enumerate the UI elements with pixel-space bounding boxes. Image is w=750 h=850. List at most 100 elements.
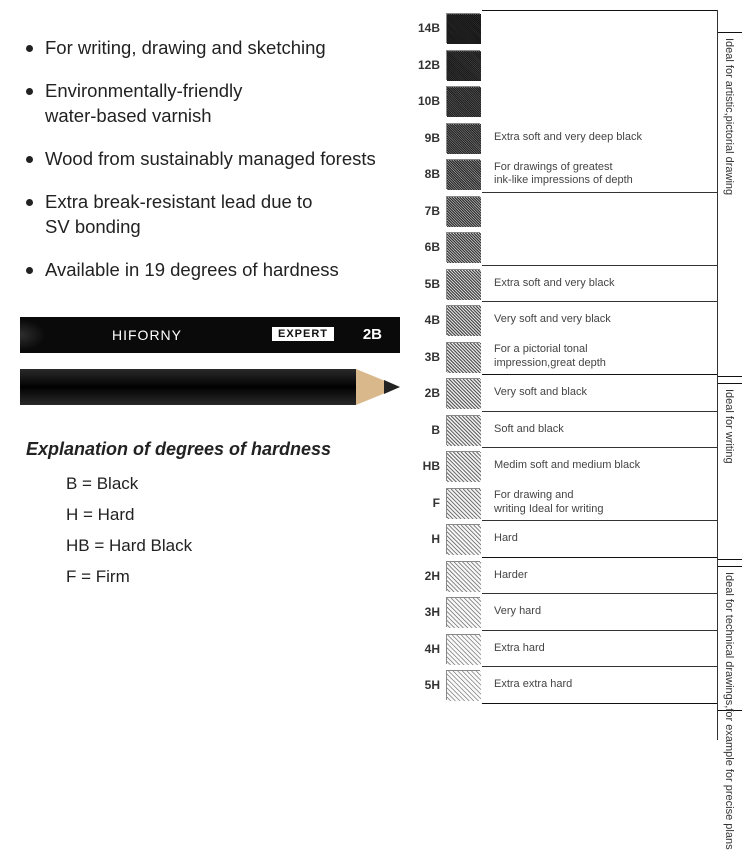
grade-description	[482, 10, 717, 47]
grade-label: 12B	[410, 47, 444, 84]
pencil-labelled: HIFORNY EXPERT 2B	[20, 317, 400, 353]
bullet-item: Environmentally-friendlywater-based varn…	[20, 79, 400, 129]
grade-label: 10B	[410, 83, 444, 120]
grade-label: H	[410, 521, 444, 558]
grade-description	[482, 229, 717, 266]
grade-labels-column: 14B12B10B9B8B7B6B5B4B3B2BBHBFH2H3H4H5H	[410, 10, 444, 740]
swatch-box	[446, 86, 480, 116]
swatch-box	[446, 123, 480, 153]
group-divider	[718, 566, 742, 567]
group-divider	[718, 559, 742, 560]
swatch-box	[446, 415, 480, 445]
grade-swatch	[444, 229, 482, 266]
pencil-lead-tip	[384, 380, 400, 394]
swatch-box	[446, 378, 480, 408]
grade-description: For a pictorial tonalimpression,great de…	[482, 339, 717, 376]
explanation-heading: Explanation of degrees of hardness	[26, 439, 400, 460]
bullet-dot-icon	[26, 156, 33, 163]
grade-swatch	[444, 83, 482, 120]
grade-description: Medim soft and medium black	[482, 448, 717, 485]
description-column: Extra soft and very deep blackFor drawin…	[482, 10, 718, 740]
grade-swatch	[444, 412, 482, 449]
grade-label: B	[410, 412, 444, 449]
bullet-dot-icon	[26, 199, 33, 206]
swatch-box	[446, 670, 480, 700]
grade-swatch	[444, 594, 482, 631]
grade-swatch	[444, 631, 482, 668]
grade-label: HB	[410, 448, 444, 485]
explanation-lines: B = Black H = Hard HB = Hard Black F = Firm	[20, 474, 400, 587]
swatch-box	[446, 597, 480, 627]
bullet-item: Available in 19 degrees of hardness	[20, 258, 400, 283]
swatch-box	[446, 524, 480, 554]
hardness-chart: 14B12B10B9B8B7B6B5B4B3B2BBHBFH2H3H4H5H E…	[410, 10, 742, 740]
explanation-line: HB = Hard Black	[66, 536, 400, 556]
explanation-line: B = Black	[66, 474, 400, 494]
grade-swatch	[444, 339, 482, 376]
group-labels-column: Ideal for artistic,pictorial drawingIdea…	[718, 10, 742, 740]
grade-swatch	[444, 375, 482, 412]
grade-description: Extra soft and very black	[482, 266, 717, 303]
grade-description: Soft and black	[482, 412, 717, 449]
bullet-dot-icon	[26, 45, 33, 52]
grade-label: 14B	[410, 10, 444, 47]
pencil-badge: EXPERT	[272, 327, 334, 341]
grade-description: Extra soft and very deep black	[482, 120, 717, 157]
bullet-dot-icon	[26, 88, 33, 95]
page: For writing, drawing and sketching Enviro…	[0, 0, 750, 750]
grade-label: 2H	[410, 558, 444, 595]
grade-label: 9B	[410, 120, 444, 157]
grade-swatch	[444, 521, 482, 558]
bullet-item: Wood from sustainably managed forests	[20, 147, 400, 172]
grade-description: Very soft and very black	[482, 302, 717, 339]
grade-swatch	[444, 485, 482, 522]
grade-swatch	[444, 558, 482, 595]
swatch-column	[444, 10, 482, 740]
swatch-box	[446, 269, 480, 299]
explanation-line: H = Hard	[66, 505, 400, 525]
swatch-box	[446, 634, 480, 664]
grade-swatch	[444, 193, 482, 230]
grade-label: 4B	[410, 302, 444, 339]
grade-label: 2B	[410, 375, 444, 412]
grade-description: For drawings of greatestink-like impress…	[482, 156, 717, 193]
swatch-box	[446, 50, 480, 80]
grade-label: 5H	[410, 667, 444, 704]
grade-description: Very hard	[482, 594, 717, 631]
grade-label: 4H	[410, 631, 444, 668]
group-divider	[718, 32, 742, 33]
swatch-box	[446, 342, 480, 372]
swatch-box	[446, 196, 480, 226]
grade-description: Hard	[482, 521, 717, 558]
grade-label: 7B	[410, 193, 444, 230]
bullet-text: For writing, drawing and sketching	[45, 36, 326, 61]
bullet-text: Available in 19 degrees of hardness	[45, 258, 339, 283]
grade-label: 6B	[410, 229, 444, 266]
grade-label: 3H	[410, 594, 444, 631]
grade-swatch	[444, 120, 482, 157]
grade-label: 5B	[410, 266, 444, 303]
explanation-line: F = Firm	[66, 567, 400, 587]
group-divider	[718, 376, 742, 377]
swatch-box	[446, 451, 480, 481]
bullet-item: For writing, drawing and sketching	[20, 36, 400, 61]
swatch-box	[446, 159, 480, 189]
right-column: 14B12B10B9B8B7B6B5B4B3B2BBHBFH2H3H4H5H E…	[410, 0, 750, 750]
grade-label: 3B	[410, 339, 444, 376]
group-divider	[718, 383, 742, 384]
grade-swatch	[444, 10, 482, 47]
swatch-box	[446, 488, 480, 518]
grade-swatch	[444, 667, 482, 704]
bullet-text: Wood from sustainably managed forests	[45, 147, 376, 172]
pencil-sharpened	[20, 369, 400, 405]
grade-swatch	[444, 47, 482, 84]
swatch-box	[446, 232, 480, 262]
grade-description: Harder	[482, 558, 717, 595]
grade-description	[482, 83, 717, 120]
grade-description	[482, 47, 717, 84]
pencil-body	[20, 369, 356, 405]
group-label: Ideal for artistic,pictorial drawing	[723, 38, 735, 370]
grade-swatch	[444, 448, 482, 485]
grade-swatch	[444, 156, 482, 193]
bullet-dot-icon	[26, 267, 33, 274]
